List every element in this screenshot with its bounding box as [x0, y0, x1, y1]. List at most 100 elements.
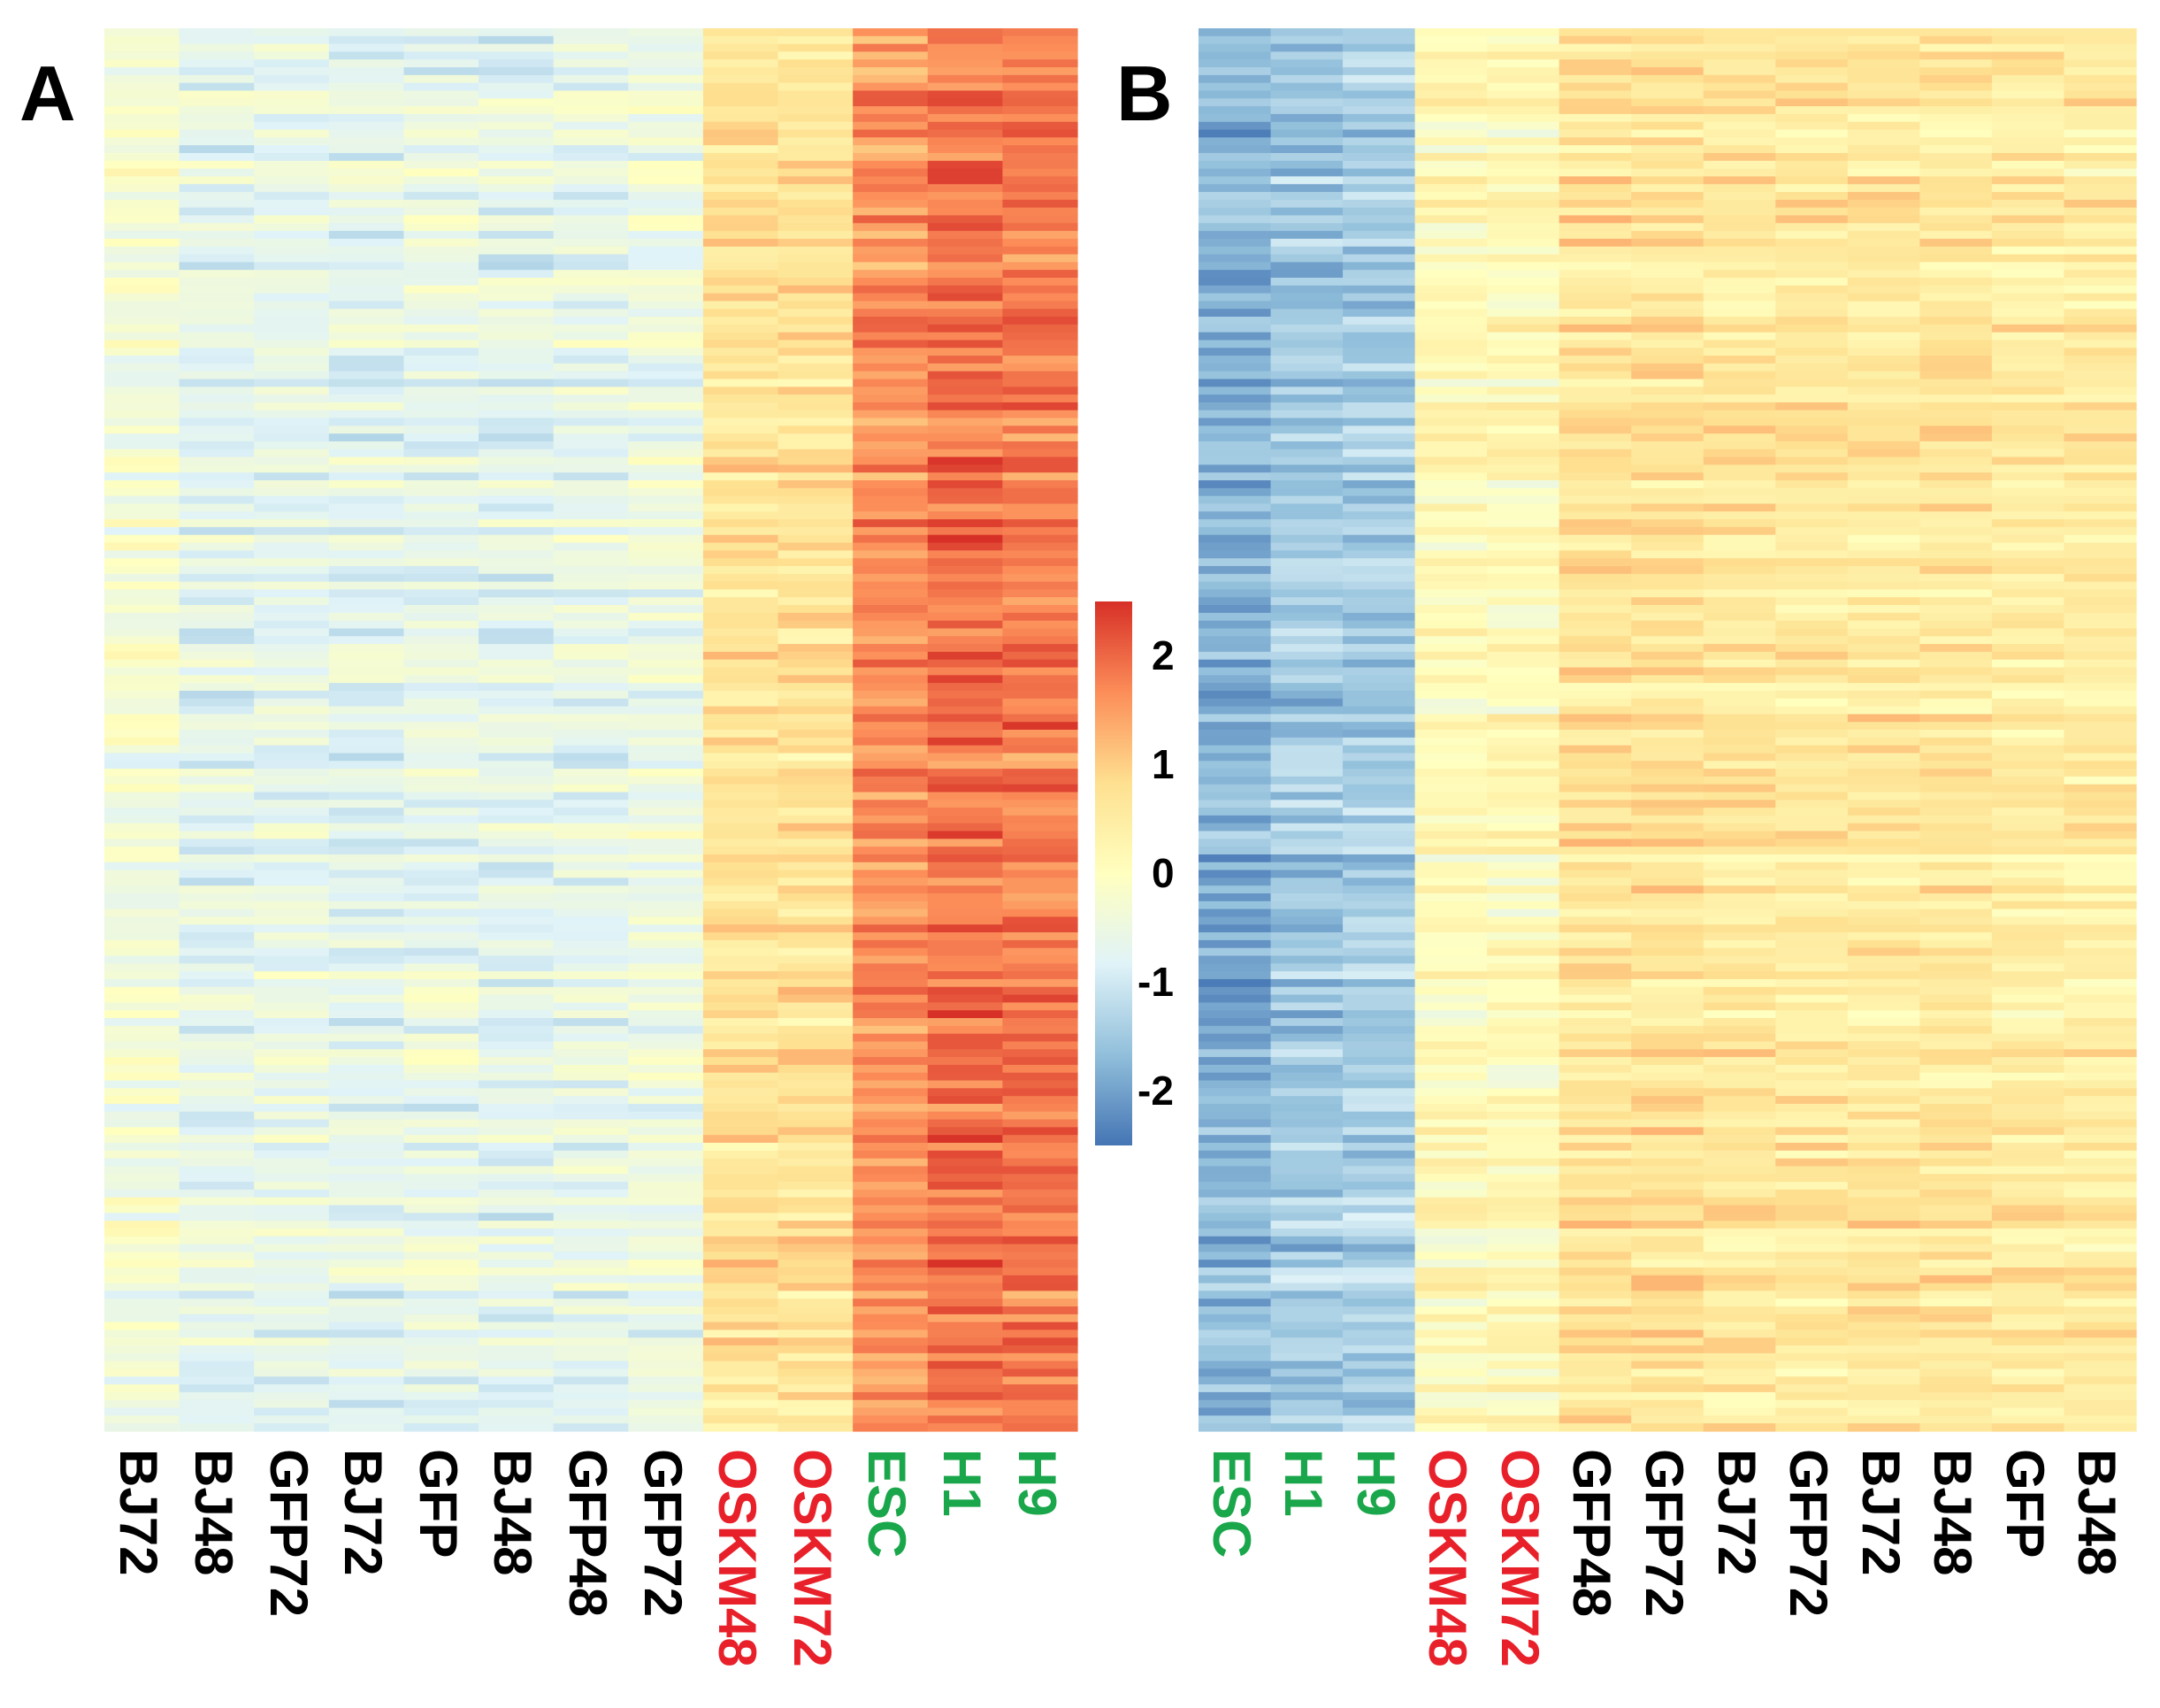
- heatmap-cell: [1414, 1103, 1488, 1113]
- heatmap-cell: [777, 628, 854, 637]
- heatmap-cell: [1487, 769, 1560, 777]
- heatmap-cell: [2064, 160, 2137, 170]
- heatmap-cell: [1414, 1283, 1488, 1291]
- heatmap-cell: [1919, 1127, 1993, 1136]
- heatmap-cell: [479, 74, 555, 84]
- heatmap-cell: [479, 885, 555, 894]
- heatmap-cell: [1991, 59, 2065, 68]
- heatmap-cell: [1270, 472, 1344, 481]
- heatmap-cell: [1270, 456, 1344, 466]
- heatmap-cell: [1414, 761, 1488, 770]
- heatmap-cell: [1991, 1236, 2065, 1245]
- heatmap-cell: [1991, 371, 2065, 380]
- heatmap-cell: [1919, 1260, 1993, 1268]
- heatmap-cell: [1847, 1150, 1920, 1160]
- heatmap-cell: [628, 317, 704, 326]
- heatmap-cell: [1631, 448, 1704, 458]
- heatmap-cell: [403, 145, 479, 154]
- heatmap-cell: [1847, 1291, 1920, 1299]
- heatmap-cell: [104, 1337, 180, 1346]
- heatmap-cell: [104, 823, 180, 832]
- heatmap-cell: [104, 589, 180, 598]
- heatmap-cell: [104, 1298, 180, 1307]
- heatmap-cell: [2064, 1228, 2137, 1237]
- heatmap-cell: [104, 1127, 180, 1136]
- heatmap-cell: [1847, 332, 1920, 341]
- heatmap-cell: [777, 675, 854, 684]
- heatmap-cell: [1199, 1189, 1272, 1199]
- heatmap-cell: [1487, 869, 1560, 879]
- heatmap-cell: [1991, 932, 2065, 941]
- heatmap-cell: [1847, 285, 1920, 295]
- heatmap-cell: [1991, 433, 2065, 442]
- heatmap-cell: [1343, 394, 1416, 403]
- heatmap-cell: [702, 1064, 779, 1074]
- heatmap-cell: [1703, 1275, 1776, 1284]
- heatmap-cell: [553, 223, 629, 232]
- heatmap-cell: [1775, 908, 1849, 918]
- heatmap-cell: [403, 464, 479, 473]
- heatmap-cell: [479, 184, 555, 193]
- heatmap-cell: [1631, 1150, 1704, 1160]
- heatmap-cell: [1343, 1213, 1416, 1222]
- heatmap-cell: [853, 379, 929, 387]
- heatmap-cell: [1343, 1384, 1416, 1393]
- heatmap-cell: [853, 1197, 929, 1206]
- heatmap-cell: [1703, 893, 1776, 902]
- heatmap-cell: [328, 597, 405, 606]
- heatmap-cell: [1847, 1166, 1920, 1175]
- heatmap-cell: [254, 1197, 330, 1206]
- heatmap-cell: [479, 1384, 555, 1393]
- heatmap-cell: [479, 176, 555, 185]
- heatmap-cell: [479, 1158, 555, 1168]
- heatmap-cell: [1002, 1407, 1078, 1416]
- heatmap-cell: [104, 356, 180, 364]
- heatmap-cell: [1775, 394, 1849, 403]
- heatmap-cell: [1847, 1119, 1920, 1128]
- heatmap-cell: [927, 1088, 1003, 1097]
- heatmap-cell: [1270, 394, 1344, 403]
- heatmap-cell: [1775, 745, 1849, 754]
- heatmap-cell: [403, 730, 479, 739]
- heatmap-cell: [553, 1158, 629, 1168]
- heatmap-cell: [479, 1088, 555, 1097]
- heatmap-cell: [328, 74, 405, 84]
- heatmap-cell: [1414, 1221, 1488, 1229]
- heatmap-cell: [1002, 192, 1078, 201]
- heatmap-cell: [479, 659, 555, 669]
- heatmap-cell: [1270, 67, 1344, 76]
- heatmap-cell: [179, 356, 255, 364]
- heatmap-cell: [179, 636, 255, 645]
- heatmap-cell: [254, 1321, 330, 1331]
- heatmap-cell: [853, 246, 929, 256]
- heatmap-cell: [1703, 1127, 1776, 1136]
- heatmap-cell: [1343, 1391, 1416, 1401]
- heatmap-cell: [853, 815, 929, 824]
- heatmap-cell: [1847, 839, 1920, 847]
- heatmap-cell: [104, 1142, 180, 1152]
- heatmap-cell: [104, 581, 180, 590]
- heatmap-cell: [179, 199, 255, 209]
- heatmap-cell: [1847, 565, 1920, 575]
- heatmap-cell: [553, 1150, 629, 1160]
- heatmap-cell: [403, 1399, 479, 1409]
- heatmap-cell: [927, 1423, 1003, 1432]
- heatmap-cell: [1559, 511, 1632, 520]
- heatmap-cell: [628, 113, 704, 123]
- heatmap-cell: [104, 448, 180, 458]
- heatmap-cell: [1199, 620, 1272, 630]
- heatmap-cell: [927, 440, 1003, 450]
- heatmap-cell: [1703, 1096, 1776, 1105]
- heatmap-cell: [553, 464, 629, 473]
- heatmap-cell: [777, 67, 854, 76]
- heatmap-cell: [1343, 309, 1416, 318]
- heatmap-cell: [1487, 519, 1560, 528]
- heatmap-cell: [2064, 1033, 2137, 1043]
- heatmap-cell: [1559, 82, 1632, 92]
- heatmap-cell: [1002, 1384, 1078, 1393]
- heatmap-cell: [777, 698, 854, 708]
- heatmap-cell: [1343, 1119, 1416, 1128]
- heatmap-cell: [553, 324, 629, 333]
- heatmap-cell: [1847, 862, 1920, 871]
- heatmap-cell: [1991, 1182, 2065, 1191]
